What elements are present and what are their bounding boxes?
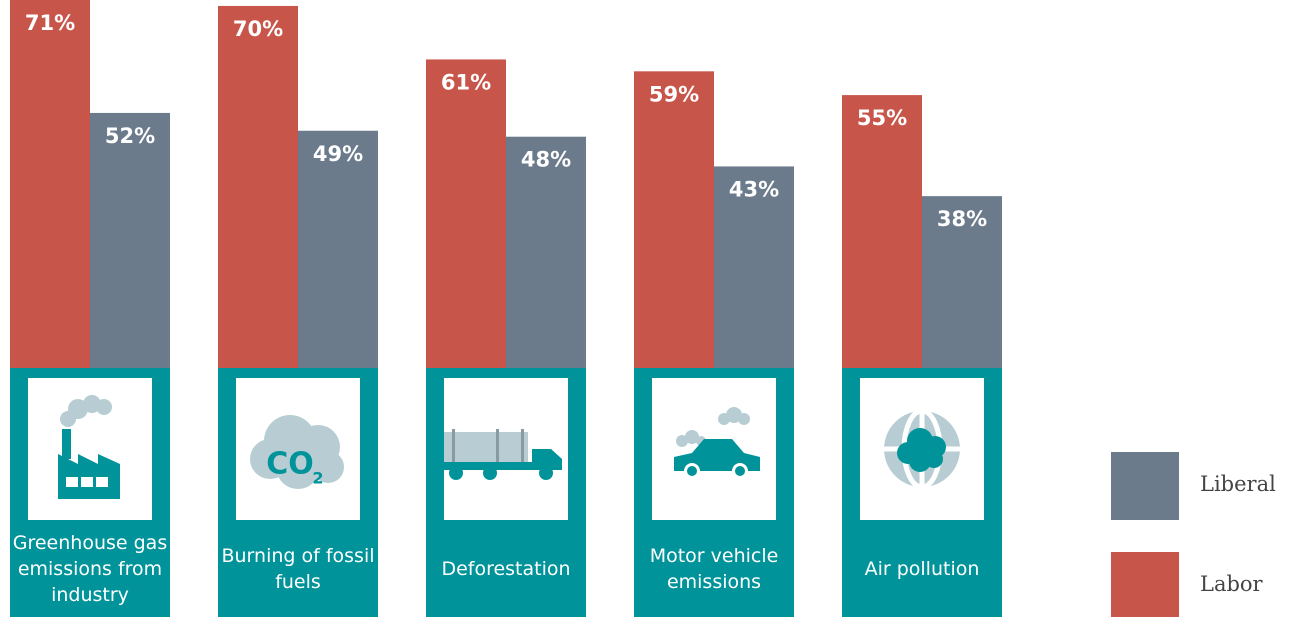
icon-part — [909, 450, 931, 472]
icon-part — [449, 466, 463, 480]
icon-part — [96, 477, 108, 487]
icon-part — [58, 454, 120, 499]
category-label: Air pollution — [864, 557, 980, 580]
legend-swatch — [1111, 552, 1179, 617]
icon-part — [62, 429, 71, 459]
value-label: 71% — [25, 11, 75, 35]
icon-part — [676, 435, 688, 447]
category-label: Deforestation — [441, 557, 571, 580]
icon-part — [735, 466, 745, 476]
category-label: Motor vehicle emissions — [649, 544, 779, 593]
icon-text: 2 — [312, 469, 323, 488]
icon-part — [483, 466, 497, 480]
bar — [842, 95, 922, 422]
icon-part — [539, 466, 553, 480]
icon-part — [687, 466, 697, 476]
icon-part — [674, 439, 760, 471]
icon-part — [521, 429, 524, 465]
value-label: 61% — [441, 70, 491, 94]
value-label: 55% — [857, 106, 907, 130]
icon-part — [444, 462, 534, 470]
category-label: Greenhouse gas emissions from industry — [12, 531, 168, 606]
icon-part — [532, 449, 562, 470]
bar — [218, 5, 298, 422]
category-label: Burning of fossil fuels — [221, 544, 375, 593]
value-label: 52% — [105, 124, 155, 148]
icon-part — [312, 451, 344, 483]
value-label: 59% — [649, 82, 699, 106]
icon-part — [452, 429, 455, 465]
icon-part — [276, 445, 320, 489]
legend-label: Liberal — [1200, 472, 1276, 496]
value-label: 70% — [233, 17, 283, 41]
icon-part — [444, 432, 528, 462]
icon-part — [738, 413, 750, 425]
icon-part — [496, 429, 499, 465]
value-label: 38% — [937, 207, 987, 231]
legend-swatch — [1111, 452, 1179, 520]
icon-part — [66, 477, 78, 487]
icon-part — [685, 430, 699, 444]
bar — [634, 71, 714, 422]
value-label: 49% — [313, 142, 363, 166]
bar — [426, 59, 506, 423]
icon-part — [96, 399, 112, 415]
bar — [10, 0, 90, 422]
value-label: 43% — [729, 177, 779, 201]
icon-text: CO — [266, 447, 314, 482]
legend-label: Labor — [1200, 572, 1263, 596]
value-label: 48% — [521, 148, 571, 172]
icon-part — [81, 477, 93, 487]
